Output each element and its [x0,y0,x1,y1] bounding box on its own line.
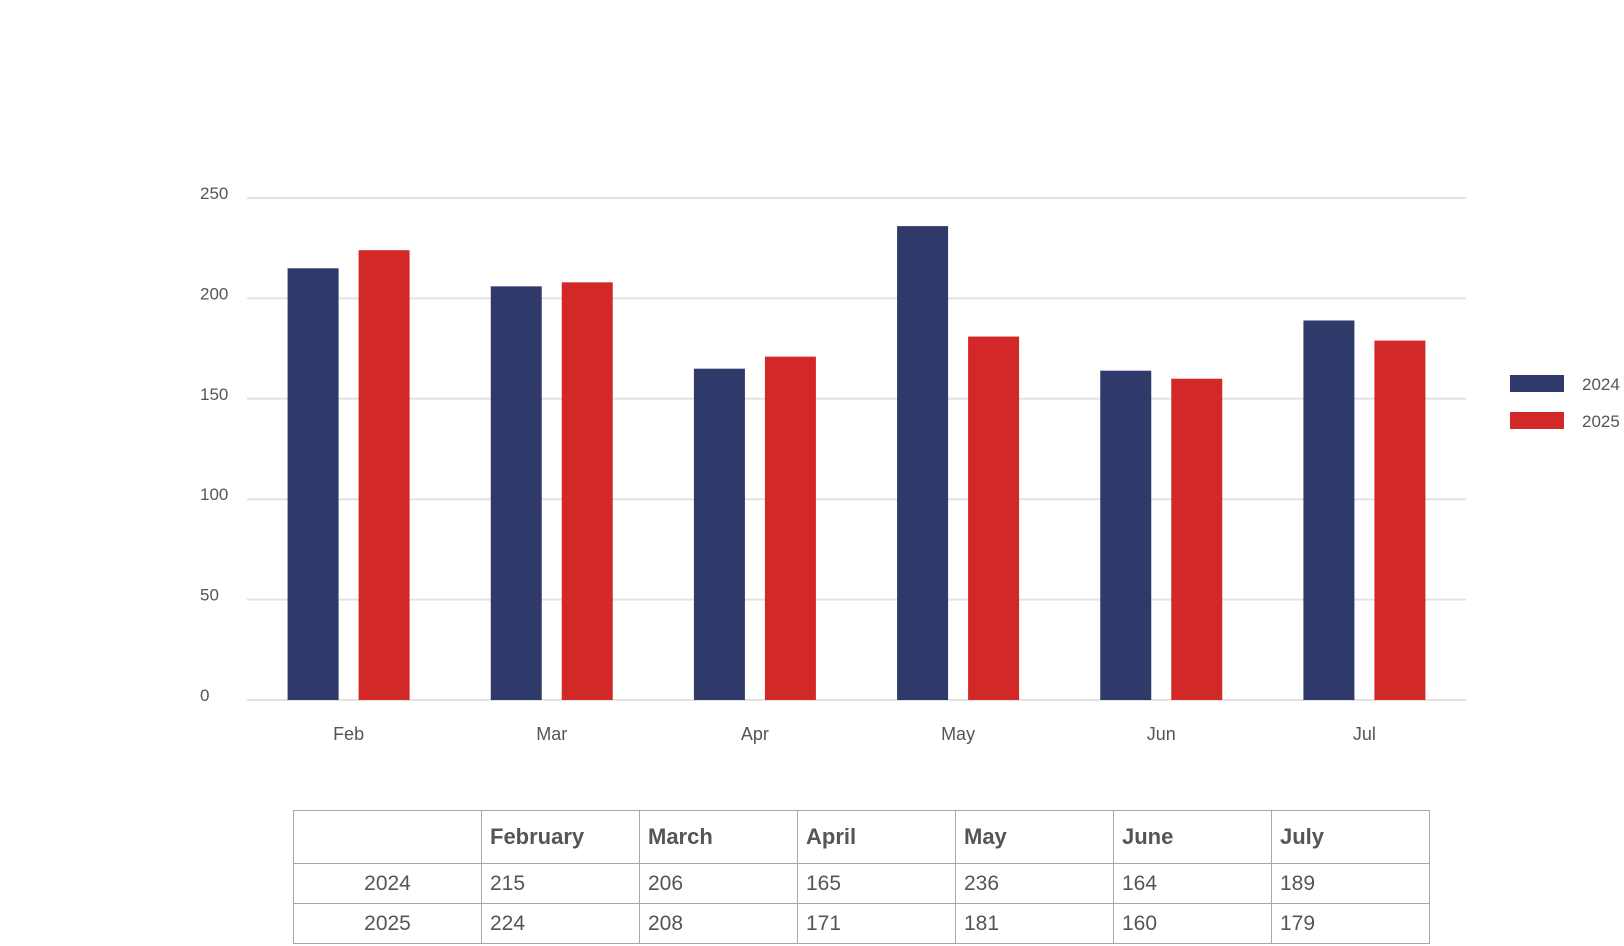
bar-2024-mar [490,286,542,700]
bar-2024-apr [693,368,745,700]
legend-label: 2024 [1582,375,1620,394]
table-header-cell: June [1113,810,1272,864]
table-row: 2024 215 206 165 236 164 189 [293,863,1430,904]
table-header-cell: March [639,810,798,864]
table-cell: 165 [797,863,956,904]
bar-2024-feb [287,268,339,700]
data-table: February March April May June July 2024 … [293,810,1430,944]
table-cell: 171 [797,903,956,944]
y-tick-label: 100 [200,485,228,504]
table-row-label: 2025 [293,903,482,944]
bar-2025-apr [764,356,816,700]
bar-2025-feb [358,250,410,700]
bar-2024-may [897,226,949,700]
table-cell: 206 [639,863,798,904]
table-cell: 215 [481,863,640,904]
bars [287,226,1426,700]
y-tick-label: 50 [200,586,219,605]
bar-2025-may [968,336,1020,700]
x-tick-label: Jul [1353,724,1376,744]
legend-label: 2025 [1582,412,1620,431]
table-header-cell: May [955,810,1114,864]
table-cell: 224 [481,903,640,944]
x-tick-label: May [941,724,975,744]
bar-2025-jul [1374,340,1426,700]
bar-2024-jul [1303,320,1355,700]
y-tick-label: 250 [200,184,228,203]
table-header-cell [293,810,482,864]
table-header-cell: April [797,810,956,864]
legend-swatch-2025 [1510,412,1564,429]
y-tick-label: 150 [200,385,228,404]
legend: 2024 2025 [1510,375,1620,431]
gridlines [247,197,1466,701]
table-cell: 236 [955,863,1114,904]
table-cell: 160 [1113,903,1272,944]
x-tick-label: Mar [536,724,567,744]
y-tick-label: 200 [200,284,228,303]
x-tick-label: Feb [333,724,364,744]
table-cell: 164 [1113,863,1272,904]
table-cell: 181 [955,903,1114,944]
table-row-label: 2024 [293,863,482,904]
bar-2025-mar [561,282,613,700]
x-tick-label: Apr [741,724,769,744]
table-header-row: February March April May June July [293,810,1430,864]
y-axis-ticks: 0 50 100 150 200 250 [200,184,228,705]
table-row: 2025 224 208 171 181 160 179 [293,903,1430,944]
table-header-cell: February [481,810,640,864]
y-tick-label: 0 [200,686,209,705]
x-tick-label: Jun [1147,724,1176,744]
bar-2024-jun [1100,370,1152,700]
table-cell: 208 [639,903,798,944]
table-header-cell: July [1271,810,1430,864]
table-cell: 179 [1271,903,1430,944]
legend-swatch-2024 [1510,375,1564,392]
bar-2025-jun [1171,378,1223,700]
table-cell: 189 [1271,863,1430,904]
x-axis-ticks: Feb Mar Apr May Jun Jul [333,724,1376,744]
